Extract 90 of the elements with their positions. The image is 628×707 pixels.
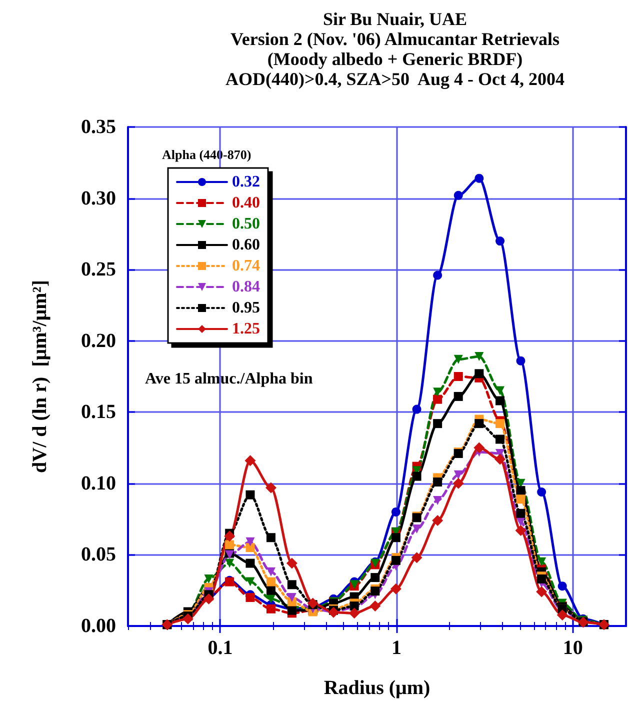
- point: [266, 533, 276, 542]
- point: [411, 552, 422, 564]
- point: [474, 419, 484, 428]
- point: [515, 524, 526, 536]
- point: [454, 190, 463, 200]
- point: [516, 486, 526, 496]
- point: [537, 557, 546, 566]
- point: [432, 514, 444, 526]
- point: [412, 524, 422, 534]
- point: [287, 580, 296, 590]
- y-tick-label: 0.35: [81, 116, 116, 138]
- point: [496, 434, 505, 444]
- y-tick-label: 0.30: [81, 187, 116, 210]
- point: [391, 533, 400, 542]
- point: [537, 487, 546, 496]
- legend-label: 0.32: [232, 174, 260, 190]
- point: [391, 507, 400, 516]
- point: [224, 530, 236, 542]
- point: [246, 577, 255, 586]
- point: [225, 540, 234, 550]
- legend-label: 0.74: [232, 258, 260, 274]
- point: [454, 372, 463, 381]
- point: [454, 470, 463, 480]
- legend-label: 0.40: [232, 194, 260, 212]
- point: [433, 478, 442, 487]
- point: [266, 604, 276, 614]
- point: [558, 582, 567, 591]
- point: [246, 490, 255, 500]
- y-tick-label: 0.05: [81, 544, 116, 566]
- point: [266, 577, 276, 586]
- x-tick-label: 10: [562, 637, 583, 659]
- point: [204, 574, 214, 584]
- y-tick-label: 0.10: [81, 472, 116, 494]
- point: [474, 369, 484, 378]
- point: [286, 558, 298, 569]
- point: [412, 404, 422, 414]
- point: [370, 600, 381, 612]
- x-tick-label: 0.1: [208, 637, 233, 659]
- point: [474, 174, 484, 183]
- point: [225, 558, 234, 568]
- point: [496, 386, 505, 396]
- point: [307, 598, 318, 609]
- point: [474, 352, 484, 362]
- point: [246, 592, 255, 602]
- point: [496, 419, 505, 428]
- legend-label: 1.25: [232, 320, 260, 338]
- point: [496, 396, 505, 406]
- point: [348, 608, 360, 619]
- point: [433, 419, 442, 428]
- point: [494, 454, 506, 465]
- point: [433, 270, 442, 280]
- point: [265, 482, 276, 494]
- point: [474, 442, 485, 454]
- point: [516, 356, 526, 366]
- point: [454, 354, 463, 364]
- point: [246, 558, 255, 568]
- point: [370, 586, 380, 596]
- x-tick-label: 1: [392, 637, 402, 659]
- y-tick-label: 0.15: [81, 401, 116, 424]
- point: [496, 236, 505, 246]
- point: [391, 556, 400, 565]
- point: [246, 537, 255, 546]
- point: [244, 455, 256, 466]
- legend-label: 0.50: [232, 216, 260, 232]
- point: [516, 508, 526, 518]
- point: [203, 593, 214, 604]
- point: [537, 574, 546, 584]
- point: [452, 478, 464, 489]
- point: [390, 583, 402, 594]
- y-tick-label: 0.25: [81, 258, 116, 281]
- point: [246, 543, 255, 552]
- point: [287, 592, 296, 602]
- point: [266, 586, 276, 595]
- point: [454, 392, 463, 401]
- legend-label: 0.84: [232, 278, 260, 296]
- point: [370, 573, 380, 582]
- point: [433, 394, 442, 404]
- point: [412, 472, 422, 481]
- legend-label: 0.60: [232, 236, 260, 254]
- y-tick-label: 0.00: [81, 615, 116, 637]
- y-axis-title: dV/ d (ln r) [μm³/μm²]: [29, 280, 51, 473]
- legend-label: 0.95: [232, 300, 260, 316]
- point: [536, 586, 548, 598]
- x-axis-title: Radius (μm): [324, 677, 430, 699]
- point: [182, 613, 194, 624]
- point: [516, 494, 526, 504]
- point: [433, 496, 442, 506]
- chart-title: Sir Bu Nuair, UAE Version 2 (Nov. '06) Almucantar Retrievals (Moody albedo + Generic BRDF) AOD(440)>0.4, SZA>50 Aug 4 - Oct 4, 2004: [225, 9, 565, 89]
- point: [556, 610, 568, 621]
- y-tick-label: 0.20: [81, 330, 116, 352]
